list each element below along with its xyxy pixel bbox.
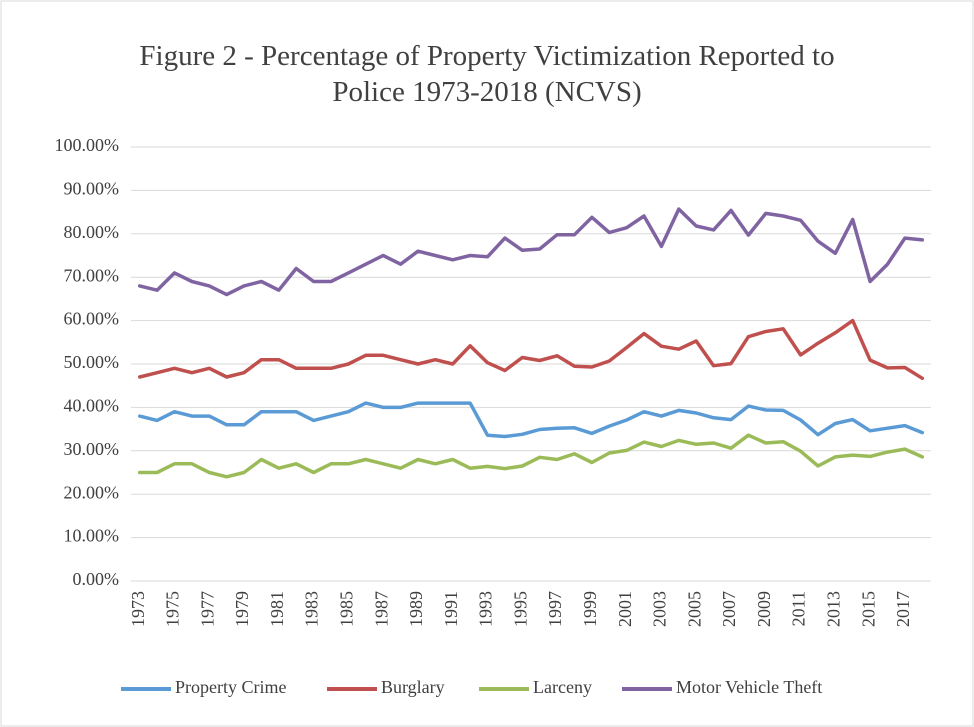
x-tick-label: 1975 bbox=[163, 591, 183, 627]
x-tick-label: 1985 bbox=[337, 591, 357, 627]
y-tick-label: 80.00% bbox=[64, 222, 120, 242]
x-tick-label: 1993 bbox=[476, 591, 496, 627]
chart-title: Figure 2 - Percentage of Property Victim… bbox=[139, 40, 835, 108]
legend-label: Motor Vehicle Theft bbox=[676, 677, 822, 697]
x-tick-label: 1987 bbox=[371, 591, 391, 627]
x-tick-label: 2015 bbox=[858, 591, 878, 627]
y-tick-label: 90.00% bbox=[64, 179, 120, 199]
x-tick-label: 2003 bbox=[650, 591, 670, 627]
x-tick-label: 1973 bbox=[128, 591, 148, 627]
x-tick-label: 2011 bbox=[789, 591, 809, 626]
x-tick-label: 1989 bbox=[406, 591, 426, 627]
x-tick-label: 1995 bbox=[510, 591, 530, 627]
series-line bbox=[137, 401, 925, 439]
series-line bbox=[137, 207, 925, 297]
x-tick-label: 2007 bbox=[719, 591, 739, 627]
series-line bbox=[137, 433, 925, 479]
x-tick-label: 1997 bbox=[545, 591, 565, 627]
y-tick-label: 0.00% bbox=[73, 569, 120, 589]
y-tick-label: 50.00% bbox=[64, 352, 120, 372]
x-tick-label: 2017 bbox=[893, 591, 913, 627]
x-tick-label: 2001 bbox=[615, 591, 635, 627]
x-tick-label: 2005 bbox=[684, 591, 704, 627]
y-tick-label: 60.00% bbox=[64, 309, 120, 329]
legend-label: Larceny bbox=[533, 677, 592, 697]
y-tick-label: 100.00% bbox=[55, 135, 120, 155]
series-line bbox=[137, 318, 925, 381]
x-tick-label: 1977 bbox=[197, 591, 217, 627]
x-tick-label: 1981 bbox=[267, 591, 287, 627]
x-tick-label: 1999 bbox=[580, 591, 600, 627]
legend-label: Burglary bbox=[381, 677, 445, 697]
y-tick-label: 20.00% bbox=[64, 482, 120, 502]
x-tick-label: 2009 bbox=[754, 591, 774, 627]
y-tick-label: 30.00% bbox=[64, 439, 120, 459]
x-tick-label: 2013 bbox=[823, 591, 843, 627]
x-tick-label: 1979 bbox=[232, 591, 252, 627]
y-tick-label: 40.00% bbox=[64, 396, 120, 416]
legend-label: Property Crime bbox=[175, 677, 286, 697]
x-tick-label: 1983 bbox=[302, 591, 322, 627]
y-tick-label: 10.00% bbox=[64, 526, 120, 546]
x-tick-label: 1991 bbox=[441, 591, 461, 627]
y-tick-label: 70.00% bbox=[64, 265, 120, 285]
